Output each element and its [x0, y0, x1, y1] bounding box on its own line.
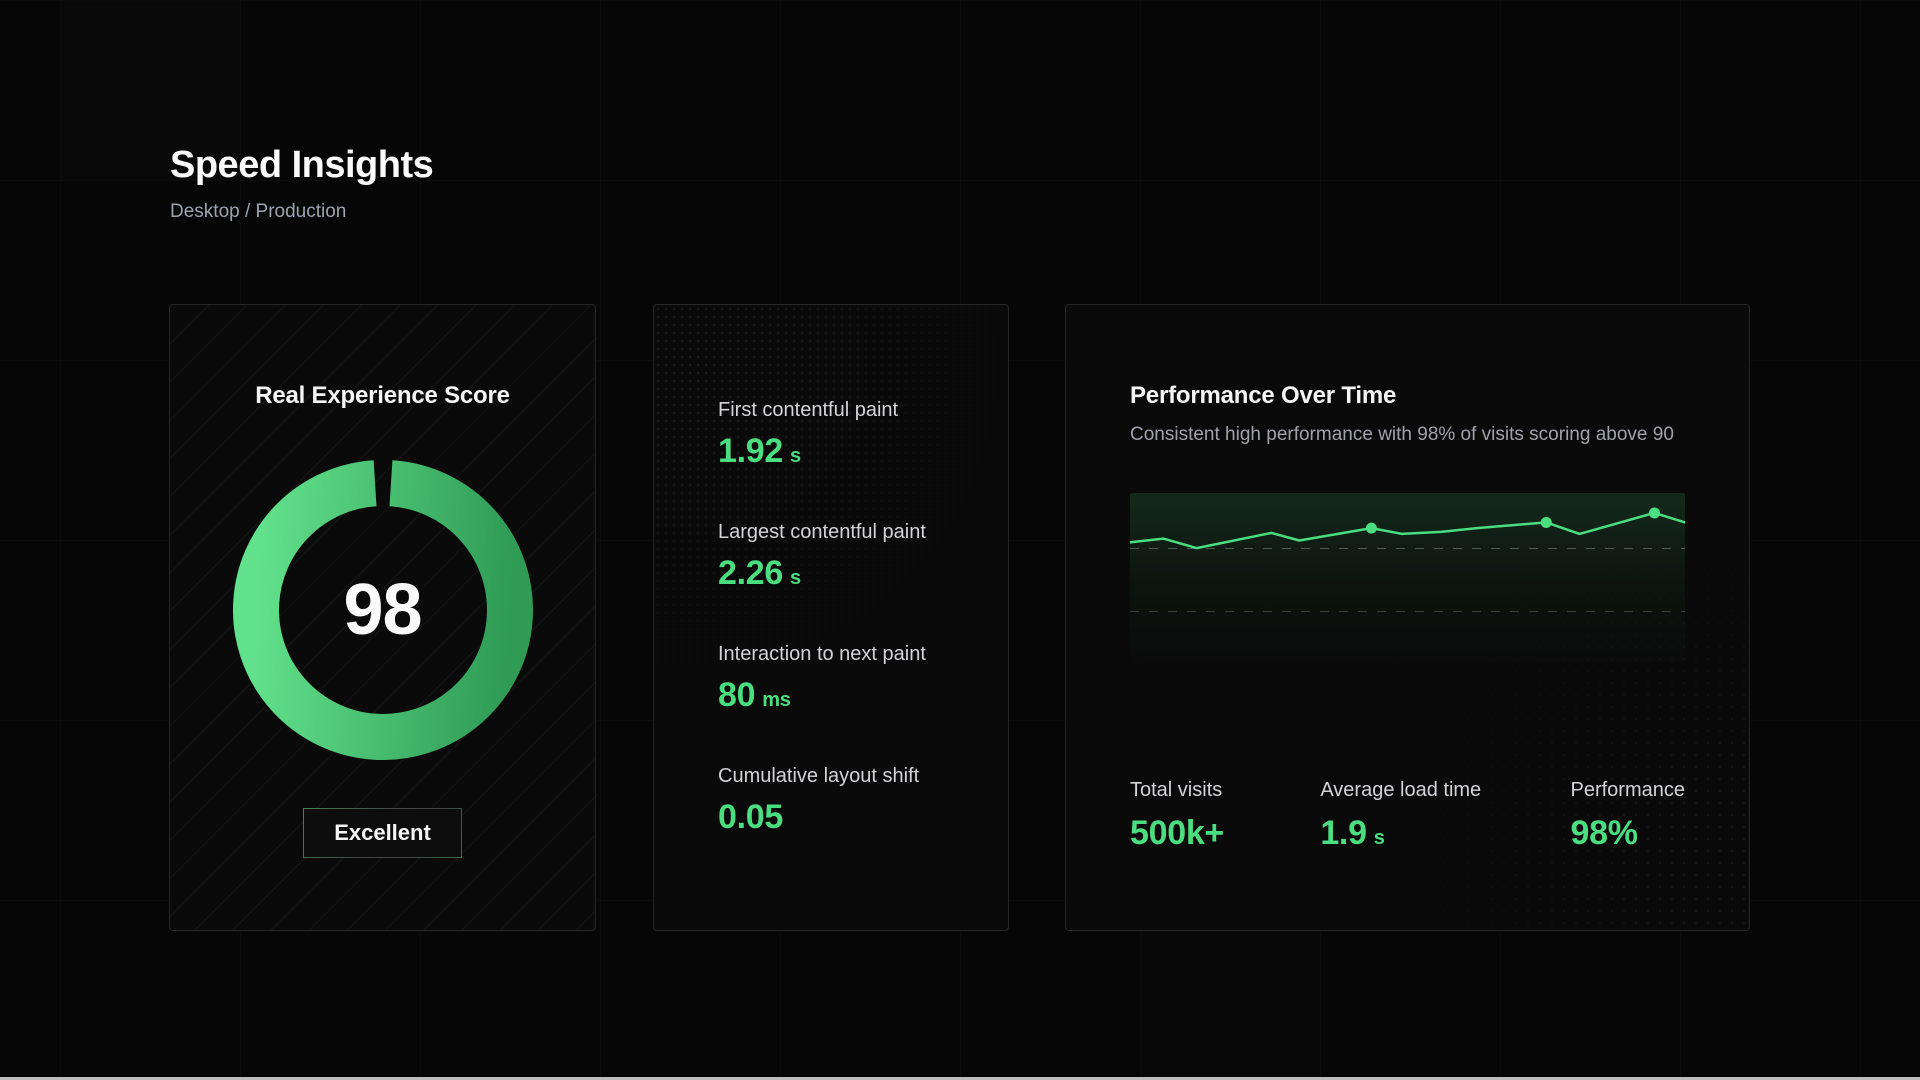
- chart-dashed-gridline: [1130, 548, 1685, 550]
- bottom-edge-bar: [0, 1077, 1920, 1080]
- metric-value: 1.92 s: [718, 432, 801, 470]
- metric-label: First contentful paint: [718, 399, 899, 421]
- page-title: Speed Insights: [170, 144, 434, 186]
- metric-value: 0.05: [718, 798, 783, 836]
- metric-label: Largest contentful paint: [718, 521, 926, 543]
- performance-card-subtitle: Consistent high performance with 98% of …: [1130, 424, 1674, 445]
- score-card-title: Real Experience Score: [255, 382, 510, 409]
- score-gauge: 98: [232, 460, 533, 760]
- chart-dashed-gridline: [1130, 610, 1685, 612]
- metric-cumulative-layout-shift: Cumulative layout shift 0.05: [718, 765, 944, 837]
- score-value: 98: [343, 570, 422, 650]
- metric-first-contentful-paint: First contentful paint 1.92 s: [718, 399, 944, 471]
- chart-line-svg: [1130, 507, 1685, 550]
- real-experience-score-card: Real Experience Score 98 Excellent: [169, 304, 596, 931]
- metric-unit: s: [789, 445, 801, 467]
- stat-unit: s: [1373, 827, 1385, 849]
- performance-stats-row: Total visits 500k+ Average load time 1.9…: [1130, 779, 1685, 853]
- performance-line-chart: [1130, 493, 1685, 683]
- cards-row: Real Experience Score 98 Excellent: [169, 304, 1750, 931]
- web-vitals-card: First contentful paint 1.92 s Largest con…: [653, 304, 1009, 931]
- performance-over-time-card: Performance Over Time Consistent high pe…: [1065, 304, 1750, 931]
- stat-value: 98%: [1570, 814, 1638, 852]
- metric-value: 80 ms: [718, 676, 791, 714]
- metric-unit: ms: [762, 689, 791, 711]
- score-status-badge: Excellent: [303, 808, 462, 858]
- page-header: Speed Insights Desktop / Production: [170, 144, 434, 223]
- metric-interaction-to-next-paint: Interaction to next paint 80 ms: [718, 643, 944, 715]
- metric-value: 2.26 s: [718, 554, 801, 592]
- score-gauge-ring: [232, 460, 533, 760]
- page-subtitle: Desktop / Production: [170, 201, 347, 222]
- stat-performance: Performance 98%: [1571, 779, 1686, 853]
- stat-label: Performance: [1570, 779, 1686, 801]
- metric-label: Cumulative layout shift: [718, 765, 920, 787]
- stat-label: Average load time: [1320, 779, 1482, 801]
- stat-average-load-time: Average load time 1.9 s: [1320, 779, 1481, 853]
- stat-value: 1.9 s: [1320, 814, 1385, 852]
- stat-total-visits: Total visits 500k+: [1130, 779, 1231, 853]
- performance-card-title: Performance Over Time: [1130, 382, 1397, 409]
- metric-largest-contentful-paint: Largest contentful paint 2.26 s: [718, 521, 944, 593]
- metric-unit: s: [789, 567, 801, 589]
- metric-label: Interaction to next paint: [718, 643, 926, 665]
- stat-label: Total visits: [1130, 779, 1223, 801]
- stat-value: 500k+: [1130, 814, 1224, 852]
